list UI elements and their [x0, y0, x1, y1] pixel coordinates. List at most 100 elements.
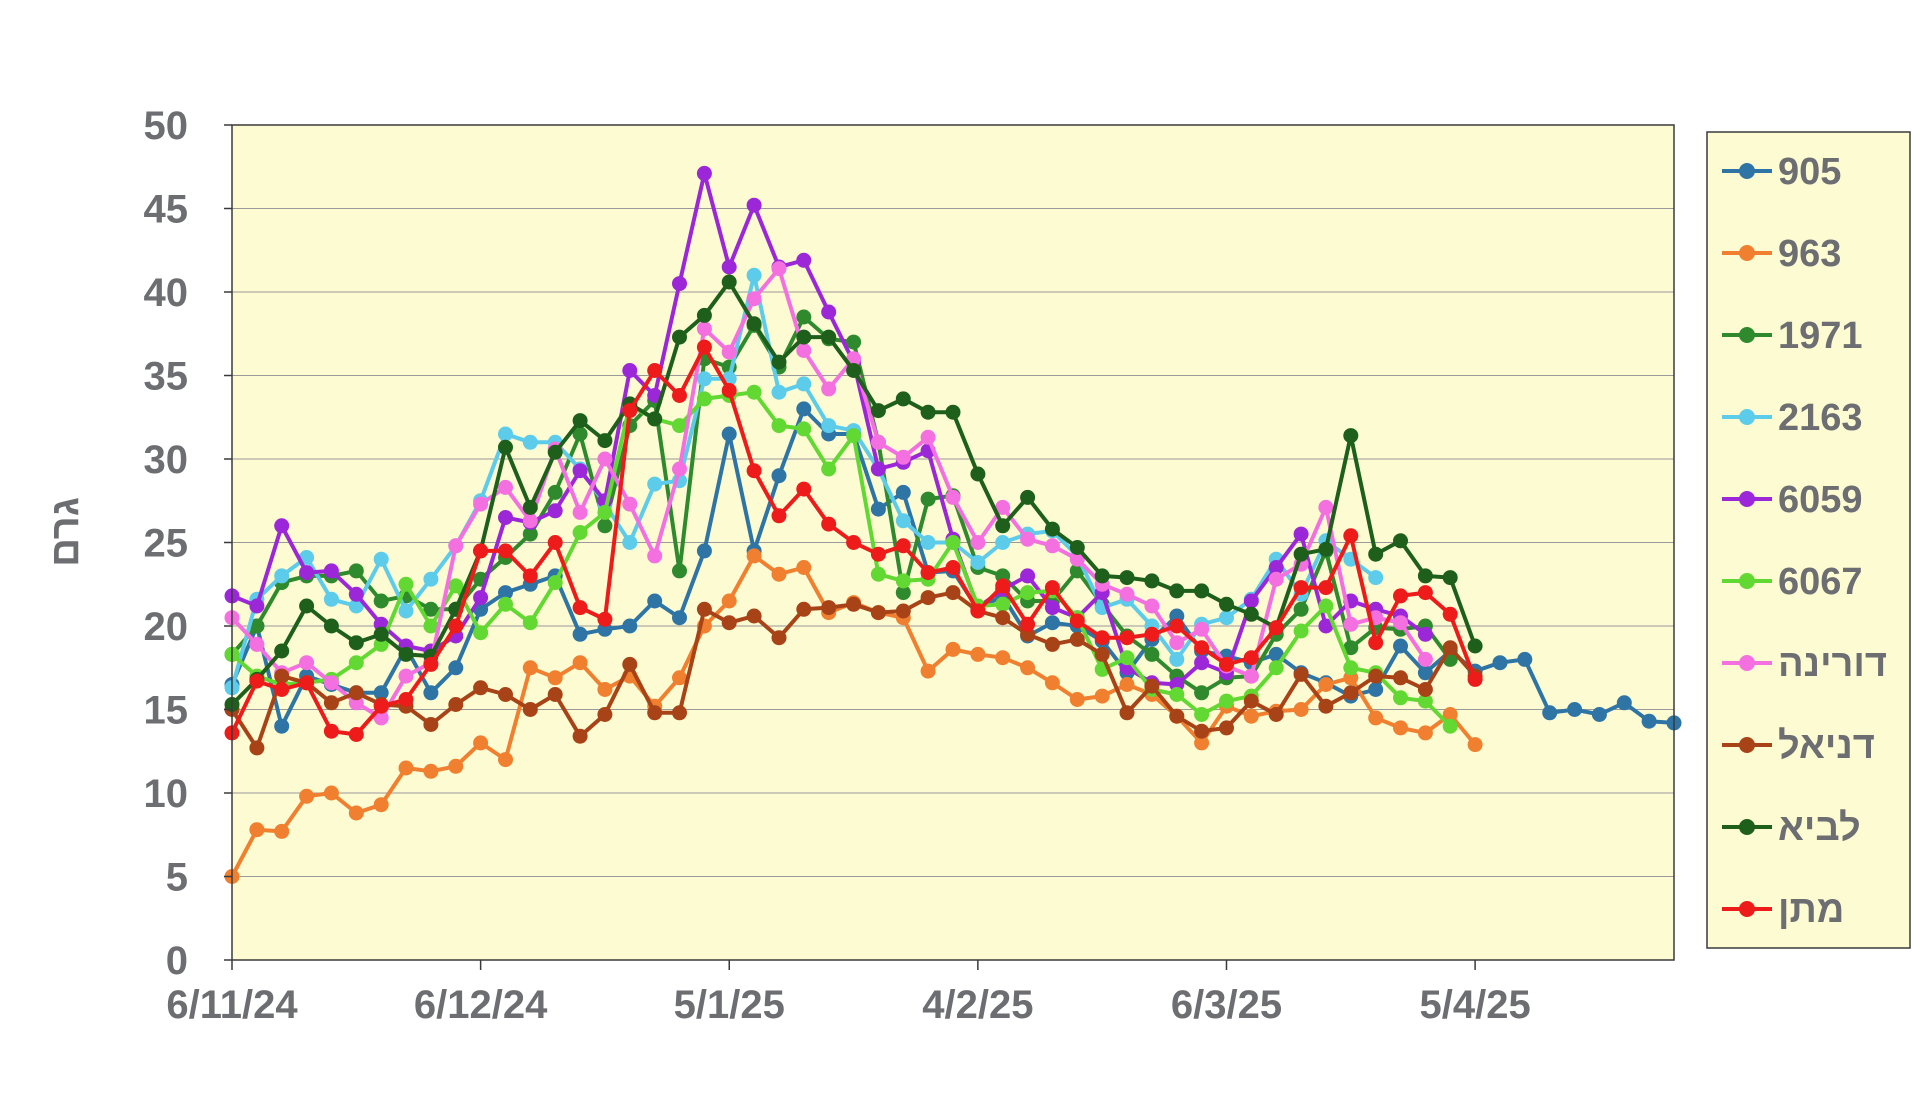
- data-point: [895, 585, 911, 601]
- data-point: [1219, 596, 1234, 612]
- data-point: [1616, 695, 1632, 711]
- data-point: [721, 344, 737, 360]
- data-point: [622, 656, 638, 672]
- data-point: [1219, 610, 1234, 626]
- legend-label: לביא: [1778, 807, 1861, 849]
- data-point: [771, 261, 787, 277]
- legend: 905 963 1971 2163 6059 6067 דורינה דניאל לביא מתן: [1706, 131, 1911, 949]
- legend-label: דורינה: [1778, 643, 1887, 685]
- data-point: [373, 626, 389, 642]
- data-point: [1293, 601, 1309, 617]
- data-point: [1044, 675, 1060, 691]
- data-point: [895, 449, 911, 465]
- data-point: [696, 307, 712, 323]
- data-point: [647, 476, 663, 492]
- data-point: [323, 618, 339, 634]
- data-point: [1119, 705, 1135, 721]
- data-point: [1393, 720, 1408, 736]
- data-point: [1343, 640, 1359, 656]
- data-point: [1517, 651, 1533, 667]
- data-point: [473, 735, 489, 751]
- data-point: [498, 439, 513, 455]
- data-point: [1119, 650, 1135, 666]
- legend-label: מתן: [1778, 889, 1844, 931]
- data-point: [1393, 533, 1408, 549]
- data-point: [597, 504, 613, 520]
- data-point: [672, 610, 687, 626]
- series-lines: [224, 165, 1682, 884]
- data-point: [1393, 588, 1408, 604]
- data-point: [249, 618, 265, 634]
- data-point: [473, 590, 489, 606]
- legend-item: מתן: [1722, 889, 1844, 931]
- data-point: [746, 548, 762, 564]
- data-point: [323, 723, 339, 739]
- data-point: [498, 479, 513, 495]
- data-point: [821, 600, 837, 616]
- data-point: [1417, 693, 1433, 709]
- y-tick-label: 10: [144, 772, 189, 816]
- data-point: [1044, 636, 1060, 652]
- data-point: [547, 503, 563, 519]
- x-tick-label: 5/1/25: [674, 983, 785, 1027]
- y-tick-label: 15: [144, 689, 189, 733]
- x-tick-label: 4/2/25: [922, 983, 1033, 1027]
- data-point: [572, 728, 588, 744]
- data-point: [970, 646, 986, 662]
- data-point: [995, 499, 1011, 515]
- data-point: [1268, 646, 1284, 662]
- data-point: [1442, 707, 1458, 722]
- legend-item: 2163: [1722, 397, 1863, 439]
- data-point: [870, 566, 886, 582]
- x-tick-label: 6/12/24: [414, 983, 548, 1027]
- data-point: [995, 518, 1011, 534]
- data-point: [1194, 621, 1210, 637]
- data-point: [1194, 685, 1210, 701]
- data-point: [1442, 606, 1458, 622]
- data-point: [473, 625, 489, 641]
- data-point: [1268, 707, 1284, 722]
- data-point: [920, 404, 936, 420]
- data-point: [1293, 666, 1309, 682]
- data-point: [348, 655, 364, 671]
- data-point: [1020, 660, 1036, 676]
- data-point: [746, 291, 762, 307]
- data-point: [870, 501, 886, 517]
- data-point: [274, 682, 290, 697]
- data-point: [1417, 651, 1433, 667]
- data-point: [696, 165, 712, 181]
- data-point: [274, 823, 290, 839]
- legend-label: 6059: [1778, 479, 1863, 521]
- data-point: [796, 309, 812, 325]
- data-point: [821, 418, 837, 434]
- data-point: [448, 660, 464, 676]
- y-tick-label: 50: [144, 104, 189, 148]
- legend-item: 6067: [1722, 561, 1863, 603]
- data-point: [1119, 570, 1135, 586]
- data-point: [622, 496, 638, 512]
- data-point: [522, 526, 538, 542]
- data-point: [1044, 615, 1060, 631]
- data-point: [945, 585, 961, 601]
- data-point: [920, 565, 936, 581]
- data-point: [299, 655, 315, 671]
- data-point: [597, 611, 613, 627]
- data-point: [1268, 571, 1284, 587]
- data-point: [1542, 705, 1558, 721]
- data-point: [572, 626, 588, 642]
- data-point: [572, 525, 588, 540]
- data-point: [348, 563, 364, 579]
- data-point: [846, 363, 862, 378]
- legend-label: דניאל: [1778, 725, 1875, 767]
- data-point: [920, 491, 936, 507]
- data-point: [249, 740, 265, 756]
- y-tick-label: 40: [144, 271, 189, 315]
- data-point: [995, 596, 1011, 612]
- data-point: [1219, 693, 1234, 709]
- data-point: [945, 489, 961, 505]
- data-point: [597, 518, 613, 534]
- data-point: [1094, 630, 1110, 646]
- data-point: [895, 573, 911, 589]
- data-point: [846, 535, 862, 550]
